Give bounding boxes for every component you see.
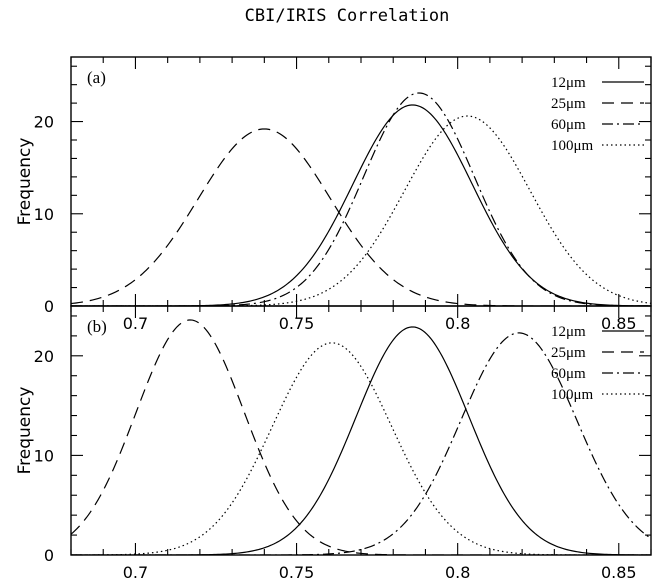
y-tick-label: 0	[44, 297, 54, 316]
legend-label: 100μm	[551, 138, 594, 154]
chart-title: CBI/IRIS Correlation	[245, 6, 450, 26]
x-tick-label: 0.85	[601, 563, 637, 581]
legend-label: 12μm	[551, 324, 586, 340]
panel-label: (b)	[87, 317, 107, 336]
series-line-12m	[71, 104, 651, 306]
legend-label: 12μm	[551, 75, 586, 91]
x-tick-label: 0.75	[279, 314, 315, 333]
legend-label: 25μm	[551, 345, 586, 361]
legend-label: 25μm	[551, 96, 586, 112]
series-line-25m	[71, 128, 651, 306]
y-tick-label: 20	[34, 113, 54, 132]
series-line-100m	[71, 342, 651, 555]
x-tick-label: 0.8	[445, 563, 470, 581]
y-axis-label: Frequency	[15, 387, 35, 475]
series-line-12m	[71, 326, 651, 555]
plot-frame	[70, 305, 652, 556]
y-axis-label: Frequency	[15, 138, 35, 226]
y-tick-label: 10	[34, 205, 54, 224]
y-tick-label: 0	[44, 546, 54, 565]
panel-a: 0.7 0.75 0.8 0.85 0 10 20 Frequency (a) 12μm 25μm 6…	[15, 56, 652, 333]
plot-frame	[70, 56, 652, 307]
y-tick-label: 10	[34, 446, 54, 465]
legend-label: 100μm	[551, 387, 594, 403]
panel-b: 0.7 0.75 0.8 0.85 0 10 20 Frequency (b) 12μm 25μm 6…	[15, 305, 652, 581]
x-tick-label: 0.75	[279, 563, 315, 581]
panel-label: (a)	[87, 68, 106, 87]
x-tick-label: 0.7	[123, 563, 148, 581]
x-tick-label: 0.7	[123, 314, 148, 333]
y-tick-label: 20	[34, 347, 54, 366]
series-line-25m	[71, 319, 651, 555]
x-tick-label: 0.8	[445, 314, 470, 333]
legend-label: 60μm	[551, 117, 586, 133]
legend-label: 60μm	[551, 366, 586, 382]
x-tick-label: 0.85	[601, 314, 637, 333]
